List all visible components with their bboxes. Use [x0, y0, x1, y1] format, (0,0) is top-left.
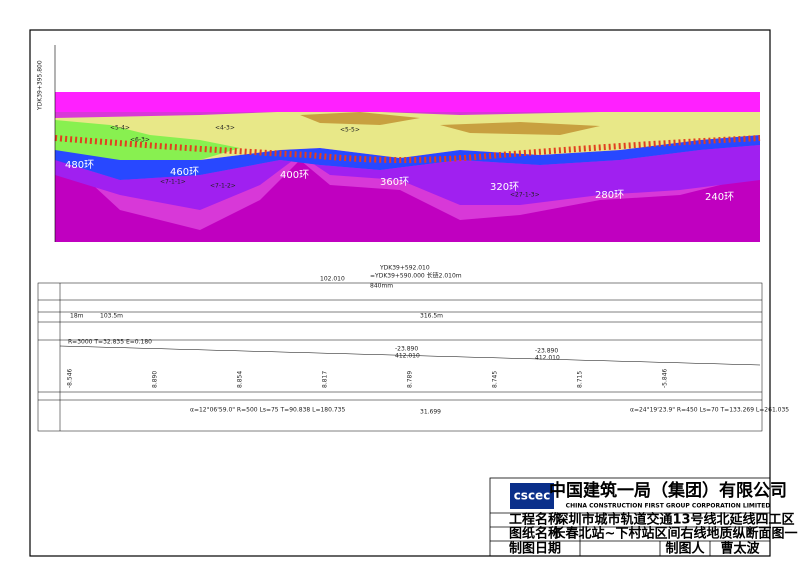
slope: -23.890 — [535, 348, 558, 355]
stratum-label: <5-5> — [340, 127, 360, 134]
stratum-label: <7-1-1> — [160, 179, 186, 186]
profile-table — [37, 282, 763, 432]
stratum-fill — [300, 112, 420, 125]
length: 412.010 — [395, 353, 420, 360]
elevation: 8.890 — [152, 371, 159, 388]
company: 中国建筑一局（集团）有限公司 — [549, 480, 787, 501]
company-en: CHINA CONSTRUCTION FIRST GROUP CORPORATI… — [566, 503, 771, 510]
stratum-fill — [55, 145, 760, 210]
elevation: 8.817 — [322, 371, 329, 388]
elevation: -5.846 — [662, 368, 669, 388]
distance: 31.699 — [420, 409, 441, 416]
stratum-fill — [55, 120, 240, 160]
stratum-fill — [55, 135, 760, 180]
elevation: -8.546 — [67, 368, 74, 388]
ring-label: 240环 — [705, 192, 734, 203]
chainage: YDK39+395.800 — [37, 60, 44, 111]
table-border — [37, 282, 763, 432]
frame — [29, 29, 771, 557]
stratum-fill — [55, 150, 760, 242]
chainage: =YDK39+590.000 长链2.010m — [370, 272, 462, 280]
curve: R=3000 T=32.835 E=0.180 — [68, 339, 152, 346]
offset: 102.010 — [320, 276, 345, 283]
title-block — [489, 477, 771, 557]
distance: 103.5m — [100, 313, 123, 320]
stratum-fill — [440, 122, 600, 135]
curve: α=12°06'59.0" R=500 Ls=75 T=90.838 L=180… — [190, 407, 345, 414]
label: 制图人 — [665, 541, 705, 557]
logo-text: cscec — [514, 489, 551, 503]
distance: 18m — [70, 313, 84, 320]
slope: -23.890 — [395, 346, 418, 353]
ring-label: 360环 — [380, 177, 409, 188]
elevation: 8.854 — [237, 371, 244, 388]
stratum-label: <27-1-3> — [510, 192, 540, 199]
grade-line — [59, 345, 761, 366]
elevation: 8.745 — [492, 371, 499, 388]
logo — [510, 483, 554, 509]
elevation: 8.789 — [407, 371, 414, 388]
ring-label: 460环 — [170, 167, 199, 178]
ring-label: 280环 — [595, 190, 624, 201]
tunnel — [54, 135, 761, 163]
chainage: YDK39+592.010 — [379, 265, 430, 272]
length: 412.010 — [535, 355, 560, 362]
stratum-fill — [55, 92, 760, 112]
stratum-label: <7-1-2> — [210, 183, 236, 190]
width: 840mm — [370, 283, 393, 290]
curve: α=24°19'23.9" R=450 Ls=70 T=133.269 L=26… — [630, 407, 789, 414]
project: 深圳市城市轨道交通13号线北延线四工区 — [555, 512, 794, 528]
ring-label: 320环 — [490, 182, 519, 193]
stratum-label: <4-3> — [215, 125, 235, 132]
elevation: 8.715 — [577, 371, 584, 388]
geology-section — [54, 45, 761, 242]
ring-label: 400环 — [280, 170, 309, 181]
distance: 316.5m — [420, 313, 443, 320]
stratum-label: <6-3> — [130, 137, 150, 144]
drawing-name: 长春北站~下村站区间右线地质纵断面图一 — [553, 526, 798, 542]
label: 图纸名称 — [509, 526, 561, 542]
label: 工程名称 — [509, 512, 561, 528]
stratum-label: <5-4> — [110, 125, 130, 132]
block-border — [489, 477, 771, 557]
drafter: 曹太波 — [720, 541, 760, 557]
label: 制图日期 — [509, 541, 561, 557]
ring-label: 480环 — [65, 160, 94, 171]
